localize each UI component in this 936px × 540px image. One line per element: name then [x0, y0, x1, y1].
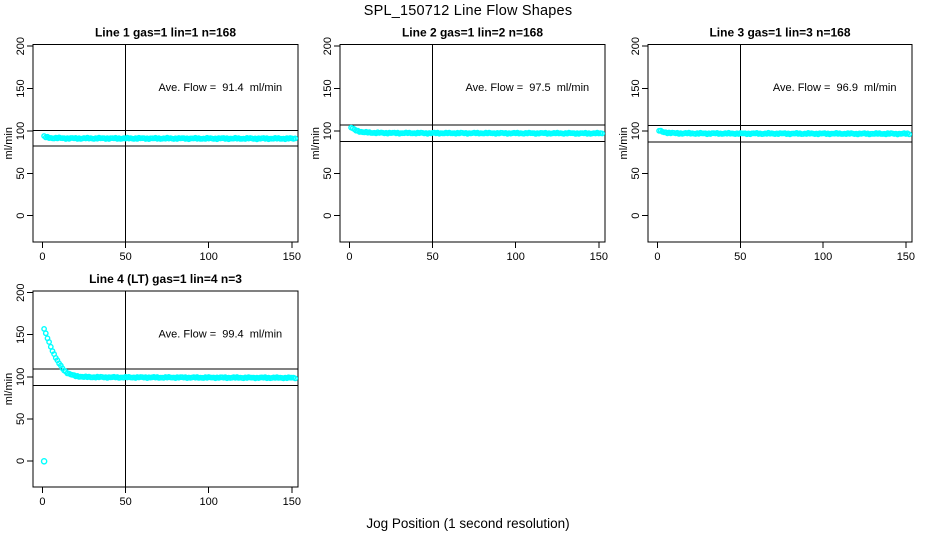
ave-flow-annotation: Ave. Flow = 99.4 ml/min [159, 328, 283, 340]
y-tick-label: 50 [15, 167, 27, 179]
y-tick-label: 150 [15, 326, 27, 344]
subplot-title: Line 1 gas=1 lin=1 n=168 [95, 26, 236, 40]
x-tick-label: 50 [119, 251, 131, 263]
plot-box [32, 290, 299, 488]
ave-flow-annotation: Ave. Flow = 97.5 ml/min [466, 82, 590, 94]
x-tick-label: 50 [426, 251, 438, 263]
y-tick-label: 100 [15, 368, 27, 386]
plot-box [647, 44, 913, 243]
plot-box [339, 44, 606, 243]
subplot-line-3: 0 50 100 150 0 50 100 150 200 ml/min Line 3 gas=1 … [618, 26, 915, 264]
subplot-line-4: 0 50 100 150 0 50 100 150 200 ml/min Line 4 (LT) g… [3, 272, 301, 508]
y-tick-label: 150 [630, 79, 642, 97]
y-tick-label: 50 [630, 167, 642, 179]
plot-box [32, 44, 299, 243]
y-tick-label: 0 [15, 213, 27, 219]
y-tick-label: 200 [322, 37, 334, 55]
y-tick-label: 100 [15, 122, 27, 140]
y-axis-title: ml/min [618, 127, 630, 159]
x-tick-label: 150 [590, 251, 608, 263]
x-tick-label: 150 [283, 251, 301, 263]
x-tick-label: 100 [200, 251, 218, 263]
reference-lines [648, 44, 912, 242]
y-tick-label: 200 [15, 37, 27, 55]
y-tick-label: 200 [15, 284, 27, 302]
y-tick-label: 100 [322, 122, 334, 140]
y-tick-label: 150 [15, 79, 27, 97]
data-points [656, 127, 913, 138]
x-tick-label: 100 [200, 496, 218, 508]
x-tick-label: 0 [654, 251, 660, 263]
subplot-line-1: 0 50 100 150 0 50 100 150 200 ml/min Line 1 gas=1 … [3, 26, 301, 264]
subplot-line-2: 0 50 100 150 0 50 100 150 200 ml/min Line 2 gas=1 … [310, 26, 608, 264]
x-tick-label: 0 [39, 496, 45, 508]
y-tick-label: 50 [322, 167, 334, 179]
subplot-title: Line 3 gas=1 lin=3 n=168 [709, 26, 850, 40]
outlier-point [40, 457, 48, 465]
ave-flow-annotation: Ave. Flow = 91.4 ml/min [159, 82, 283, 94]
y-tick-label: 0 [322, 213, 334, 219]
x-tick-label: 0 [39, 251, 45, 263]
subplot-title: Line 4 (LT) gas=1 lin=4 n=3 [89, 272, 242, 286]
data-points [348, 124, 606, 137]
axes: 0 50 100 150 0 50 100 150 200 [322, 37, 608, 263]
axes: 0 50 100 150 0 50 100 150 200 [630, 37, 915, 263]
axes: 0 50 100 150 0 50 100 150 200 [15, 37, 301, 263]
reference-lines [33, 291, 298, 487]
y-tick-label: 0 [630, 213, 642, 219]
x-tick-label: 100 [507, 251, 525, 263]
x-tick-label: 0 [346, 251, 352, 263]
y-tick-label: 50 [15, 413, 27, 425]
figure-title: SPL_150712 Line Flow Shapes [363, 3, 573, 19]
reference-lines [340, 44, 605, 242]
x-tick-label: 150 [897, 251, 915, 263]
y-tick-label: 0 [15, 458, 27, 464]
axes: 0 50 100 150 0 50 100 150 200 [15, 284, 301, 508]
x-tick-label: 50 [734, 251, 746, 263]
y-axis-title: ml/min [3, 127, 15, 159]
y-tick-label: 200 [630, 37, 642, 55]
y-tick-label: 100 [630, 122, 642, 140]
data-points [40, 325, 299, 465]
ave-flow-annotation: Ave. Flow = 96.9 ml/min [773, 82, 897, 94]
x-tick-label: 50 [119, 496, 131, 508]
data-points [41, 133, 299, 143]
y-axis-title: ml/min [310, 127, 322, 159]
x-tick-label: 150 [283, 496, 301, 508]
y-axis-title: ml/min [3, 373, 15, 405]
subplot-title: Line 2 gas=1 lin=2 n=168 [402, 26, 543, 40]
y-tick-label: 150 [322, 79, 334, 97]
reference-lines [33, 44, 298, 242]
x-tick-label: 100 [814, 251, 832, 263]
x-axis-label: Jog Position (1 second resolution) [366, 516, 570, 531]
